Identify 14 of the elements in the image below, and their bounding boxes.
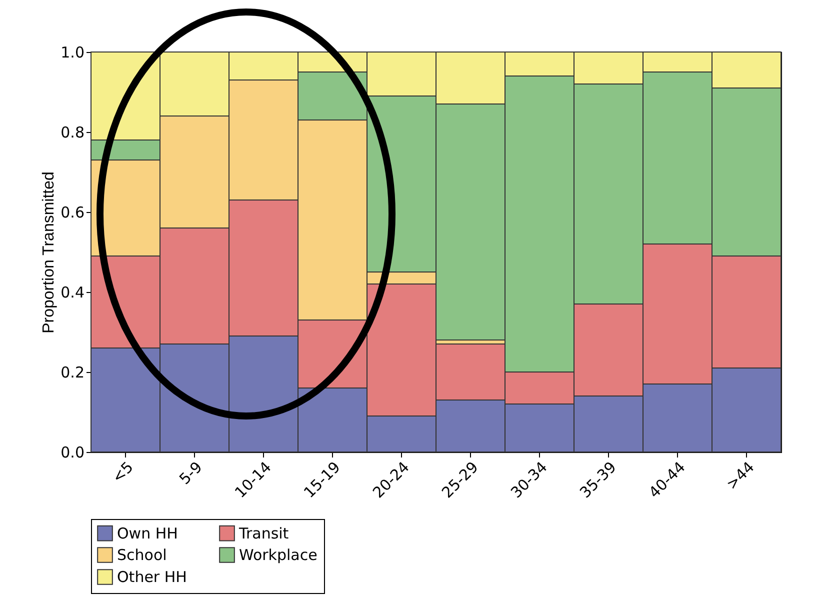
x-tick-label: 5-9 <box>176 458 206 488</box>
legend-label: Own HH <box>117 524 178 542</box>
y-tick-label: 1.0 <box>60 44 84 62</box>
legend-label: Workplace <box>239 546 318 564</box>
legend-label: Transit <box>238 524 289 542</box>
y-axis-title: Proportion Transmitted <box>40 172 58 334</box>
y-tick-label: 0.6 <box>60 204 84 222</box>
y-tick-label: 0.2 <box>60 364 84 382</box>
legend-label: School <box>117 546 167 564</box>
y-tick-label: 0.0 <box>60 444 84 462</box>
x-tick-label: <5 <box>108 458 137 486</box>
legend-label: Other HH <box>117 568 187 586</box>
y-tick-label: 0.8 <box>60 124 84 142</box>
y-tick-label: 0.4 <box>60 284 84 302</box>
